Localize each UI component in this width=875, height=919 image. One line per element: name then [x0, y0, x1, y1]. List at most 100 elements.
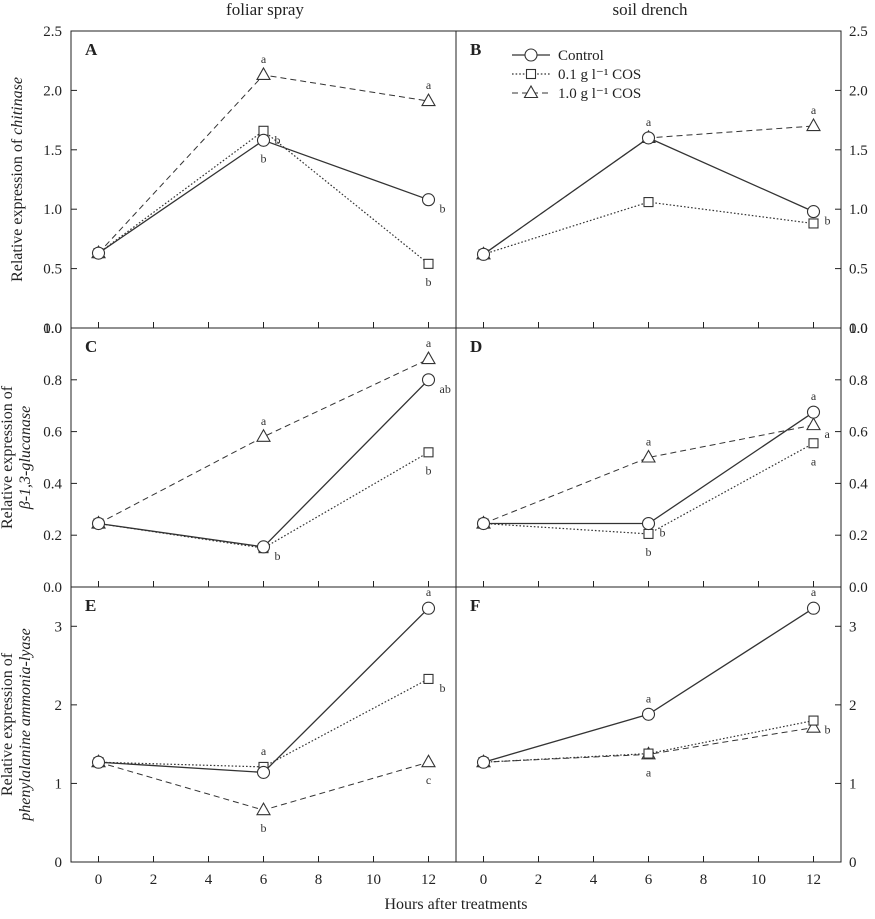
x-tick-label: 4 — [590, 872, 598, 888]
x-tick-label: 2 — [150, 872, 158, 888]
x-tick-label: 12 — [421, 872, 436, 888]
data-point-circle — [91, 755, 106, 769]
significance-label: b — [426, 275, 432, 289]
y-tick-label: 0.0 — [849, 321, 868, 337]
significance-label: b — [261, 151, 267, 165]
series-line-square — [483, 201, 814, 255]
y-tick-label: 0 — [849, 855, 857, 871]
x-tick-label: 4 — [205, 872, 213, 888]
data-point-square — [643, 528, 654, 539]
y-tick-label: 1.0 — [849, 321, 868, 337]
data-point-triangle — [806, 117, 821, 132]
data-point-triangle — [256, 802, 271, 816]
x-tick-label: 8 — [700, 872, 708, 888]
y-tick-label: 3 — [55, 619, 63, 635]
y-axis-title-text: Relative expression of — [0, 652, 16, 796]
data-point-circle — [806, 205, 821, 219]
y-tick-label: 0.0 — [849, 580, 868, 596]
significance-label: a — [646, 435, 652, 449]
x-tick-label: 2 — [535, 872, 543, 888]
legend-label: Control — [558, 48, 604, 64]
significance-label: a — [426, 78, 432, 92]
panel-letter: B — [470, 40, 481, 59]
significance-label: a — [811, 585, 817, 599]
series-line-circle — [98, 379, 429, 548]
data-point-square — [423, 258, 434, 269]
series-line-triangle — [98, 358, 429, 524]
significance-label: b — [646, 545, 652, 559]
panel-frame — [455, 30, 842, 329]
y-axis-title-row-3: Relative expression of phenylalanine ammo… — [0, 628, 34, 821]
significance-label: a — [261, 52, 267, 66]
data-point-triangle — [256, 428, 271, 442]
x-tick-label: 12 — [806, 872, 821, 888]
y-tick-label: 1.0 — [849, 202, 868, 218]
y-axis-title-line: Relative expression of — [0, 652, 16, 796]
y-tick-label: 0 — [55, 855, 63, 871]
significance-label: b — [825, 214, 831, 228]
y-tick-label: 2.5 — [43, 24, 62, 40]
y-tick-label: 0.6 — [43, 425, 62, 441]
data-point-circle — [256, 540, 271, 554]
data-point-triangle — [421, 754, 436, 768]
legend-marker-circle — [524, 48, 538, 62]
panel-letter: A — [85, 40, 98, 59]
data-point-triangle — [806, 719, 821, 733]
significance-label: a — [646, 765, 652, 779]
series-line-square — [98, 451, 429, 549]
y-tick-label: 2.0 — [43, 83, 62, 99]
y-axis-title-line: β-1,3-glucanase — [17, 406, 34, 511]
significance-label: a — [811, 103, 817, 117]
series-line-circle — [483, 411, 814, 525]
significance-label: a — [426, 585, 432, 599]
data-point-circle — [91, 246, 106, 260]
significance-label: c — [426, 773, 431, 787]
y-tick-label: 2 — [55, 698, 63, 714]
panel-c: 0.0 0.2 0.4 0.6 0.8 1.0 Cb ab b a a — [43, 321, 457, 596]
legend-marker-triangle — [523, 84, 539, 99]
y-tick-label: 0.8 — [43, 373, 62, 389]
data-point-square — [423, 447, 434, 458]
y-tick-label: 0.0 — [43, 321, 62, 337]
y-tick-label: 1 — [55, 776, 63, 792]
y-axis-title-line: Relative expression of chitinase — [9, 77, 26, 282]
data-point-circle — [421, 373, 436, 387]
significance-label: b — [825, 723, 831, 737]
series-line-circle — [483, 137, 814, 255]
x-tick-label: 10 — [366, 872, 381, 888]
y-tick-label: 0.2 — [43, 528, 62, 544]
data-point-square — [643, 748, 654, 759]
significance-label: a — [825, 427, 831, 441]
significance-label: b — [275, 133, 281, 147]
panel-b: 0.0 0.5 1.0 1.5 2.0 2.5 Bb a a — [455, 24, 868, 337]
significance-label: a — [811, 389, 817, 403]
data-point-circle — [476, 516, 491, 531]
significance-label: a — [646, 115, 652, 129]
y-axis-title-line: phenylalanine ammonia-lyase — [17, 628, 34, 821]
y-tick-label: 2 — [849, 698, 857, 714]
data-point-circle — [641, 707, 656, 721]
y-tick-label: 0.6 — [849, 425, 868, 441]
data-point-square — [423, 673, 434, 684]
y-tick-label: 0.0 — [43, 580, 62, 596]
legend: Control 0.1 g l⁻¹ COS 1.0 g l⁻¹ COS — [512, 48, 641, 102]
y-tick-label: 0.4 — [849, 476, 868, 492]
data-point-circle — [641, 516, 656, 531]
y-axis-title-text: Relative expression of — [0, 385, 16, 529]
significance-label: b — [261, 821, 267, 835]
data-point-triangle — [256, 66, 271, 81]
data-point-circle — [806, 405, 821, 419]
data-point-square — [808, 715, 819, 726]
y-axis-title-line: Relative expression of — [0, 385, 16, 529]
data-point-square — [808, 218, 819, 229]
y-tick-label: 0.5 — [43, 262, 62, 278]
data-point-circle — [476, 755, 491, 769]
significance-label: b — [426, 463, 432, 477]
data-point-circle — [421, 601, 436, 615]
y-tick-label: 2.0 — [849, 83, 868, 99]
significance-label: a — [646, 691, 652, 705]
